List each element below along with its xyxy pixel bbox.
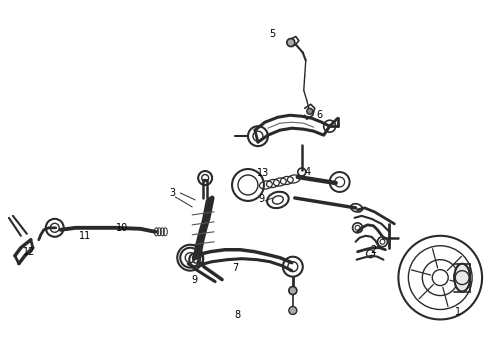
Circle shape [307, 108, 313, 114]
Text: 6: 6 [317, 110, 323, 120]
Text: 9: 9 [191, 275, 197, 285]
Text: 4: 4 [305, 167, 311, 177]
Text: 13: 13 [257, 168, 269, 178]
Ellipse shape [454, 264, 470, 292]
Text: 7: 7 [232, 263, 238, 273]
Text: 8: 8 [234, 310, 240, 320]
Text: 1: 1 [455, 307, 461, 318]
Text: 10: 10 [116, 223, 128, 233]
Circle shape [287, 39, 295, 46]
Circle shape [289, 306, 297, 315]
Text: 5: 5 [269, 28, 275, 39]
Text: 9: 9 [259, 194, 265, 204]
Text: 12: 12 [23, 247, 35, 257]
Text: 3: 3 [169, 188, 175, 198]
Text: 2: 2 [370, 245, 377, 255]
Text: 11: 11 [78, 231, 91, 241]
Circle shape [289, 287, 297, 294]
